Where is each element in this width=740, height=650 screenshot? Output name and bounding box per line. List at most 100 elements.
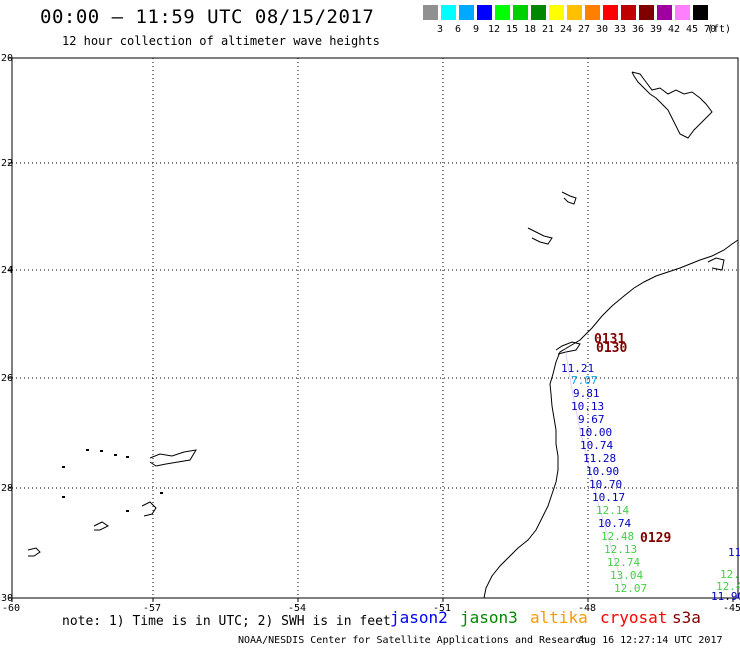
- colorbar-swatch: [585, 5, 600, 20]
- legend-cryosat: cryosat: [600, 608, 668, 627]
- credit-line: NOAA/NESDIS Center for Satellite Applica…: [238, 635, 588, 646]
- coastline: [483, 239, 739, 599]
- observation-value: 12.4: [716, 580, 740, 593]
- longitude-label: -57: [143, 603, 161, 614]
- observation-value: 10.74: [580, 439, 613, 452]
- colorbar-swatch: [477, 5, 492, 20]
- colorbar-label: 24: [559, 24, 573, 35]
- latitude-label: 30: [1, 593, 13, 604]
- observation-value: 10.13: [571, 400, 604, 413]
- colorbar-label: 3: [436, 24, 444, 35]
- longitude-label: -51: [433, 603, 451, 614]
- colorbar-label: 27: [577, 24, 591, 35]
- observation-value: 10.17: [592, 491, 625, 504]
- colorbar-unit: (ft): [707, 24, 732, 35]
- island-outline: [149, 449, 197, 467]
- observation-value: 9.67: [578, 413, 605, 426]
- island-outline: [527, 227, 553, 245]
- colorbar-label: 21: [541, 24, 555, 35]
- colorbar-swatch: [675, 5, 690, 20]
- colorbar-label: 70: [703, 24, 717, 35]
- observation-value: 11.90: [711, 590, 740, 603]
- colorbar-swatch: [621, 5, 636, 20]
- colorbar-label: 33: [613, 24, 627, 35]
- longitude-label: -48: [578, 603, 596, 614]
- map-frame: [11, 57, 739, 599]
- islet-marker: [114, 454, 117, 456]
- observation-value: 11: [728, 546, 740, 559]
- colorbar-label: 12: [487, 24, 501, 35]
- colorbar-label: 42: [667, 24, 681, 35]
- observation-value: 10.00: [579, 426, 612, 439]
- islet-marker: [100, 450, 103, 452]
- colorbar-swatch: [513, 5, 528, 20]
- observation-value: 11.28: [583, 452, 616, 465]
- islet-marker: [86, 449, 89, 451]
- island-outline: [27, 547, 41, 557]
- longitude-label: -45: [723, 603, 740, 614]
- pass-label: 0129: [640, 531, 671, 546]
- observation-value: 12.13: [604, 543, 637, 556]
- colorbar-label: 36: [631, 24, 645, 35]
- colorbar-label: 45: [685, 24, 699, 35]
- pass-label: 0130: [596, 341, 627, 356]
- latitude-label: 24: [1, 265, 13, 276]
- footer-note: note: 1) Time is in UTC; 2) SWH is in fe…: [62, 614, 391, 629]
- colorbar-swatch: [441, 5, 456, 20]
- colorbar-swatch: [639, 5, 654, 20]
- colorbar-swatch: [531, 5, 546, 20]
- observation-value: 12.74: [607, 556, 640, 569]
- colorbar-label: 30: [595, 24, 609, 35]
- colorbar-label: 6: [454, 24, 462, 35]
- island-outline: [93, 521, 109, 531]
- island-outline: [631, 71, 713, 139]
- colorbar-label: 39: [649, 24, 663, 35]
- island-outline: [561, 191, 577, 205]
- latitude-label: 22: [1, 158, 13, 169]
- islet-marker: [126, 456, 129, 458]
- colorbar-label: 18: [523, 24, 537, 35]
- observation-value: 12.14: [596, 504, 629, 517]
- islet-marker: [126, 510, 129, 512]
- observation-value: 10.74: [598, 517, 631, 530]
- observation-value: 11.21: [561, 362, 594, 375]
- observation-value: 10.90: [586, 465, 619, 478]
- islet-marker: [160, 492, 163, 494]
- colorbar-swatch: [423, 5, 438, 20]
- latitude-label: 20: [1, 53, 13, 64]
- longitude-label: -54: [288, 603, 306, 614]
- observation-value: 13.04: [610, 569, 643, 582]
- observation-value: 12.48: [601, 530, 634, 543]
- observation-value: 9.81: [573, 387, 600, 400]
- islet-marker: [62, 496, 65, 498]
- generation-timestamp: Aug 16 12:27:14 UTC 2017: [578, 635, 723, 646]
- satellite-track: [564, 347, 625, 591]
- latitude-label: 26: [1, 373, 13, 384]
- colorbar-swatch: [567, 5, 582, 20]
- lagoon-outline: [707, 257, 725, 271]
- legend-s3a: s3a: [672, 608, 701, 627]
- colorbar-swatch: [603, 5, 618, 20]
- legend-altika: altika: [530, 608, 588, 627]
- legend-jason2: jason2: [390, 608, 448, 627]
- legend-jason3: jason3: [460, 608, 518, 627]
- map-subtitle: 12 hour collection of altimeter wave hei…: [62, 34, 380, 48]
- map-title: 00:00 – 11:59 UTC 08/15/2017: [40, 6, 375, 28]
- colorbar-label: 9: [472, 24, 480, 35]
- colorbar-swatch: [693, 5, 708, 20]
- colorbar-swatch: [657, 5, 672, 20]
- longitude-label: -60: [2, 603, 20, 614]
- colorbar-label: 15: [505, 24, 519, 35]
- latitude-label: 28: [1, 483, 13, 494]
- observation-value: 7.07: [571, 374, 598, 387]
- observation-value: 12.07: [614, 582, 647, 595]
- islet-marker: [62, 466, 65, 468]
- colorbar-swatch: [549, 5, 564, 20]
- pass-label: 0131: [594, 332, 625, 347]
- colorbar-swatch: [495, 5, 510, 20]
- island-outline: [141, 501, 157, 517]
- observation-value: 10.70: [589, 478, 622, 491]
- colorbar-swatch: [459, 5, 474, 20]
- observation-value: 12.0: [720, 568, 740, 581]
